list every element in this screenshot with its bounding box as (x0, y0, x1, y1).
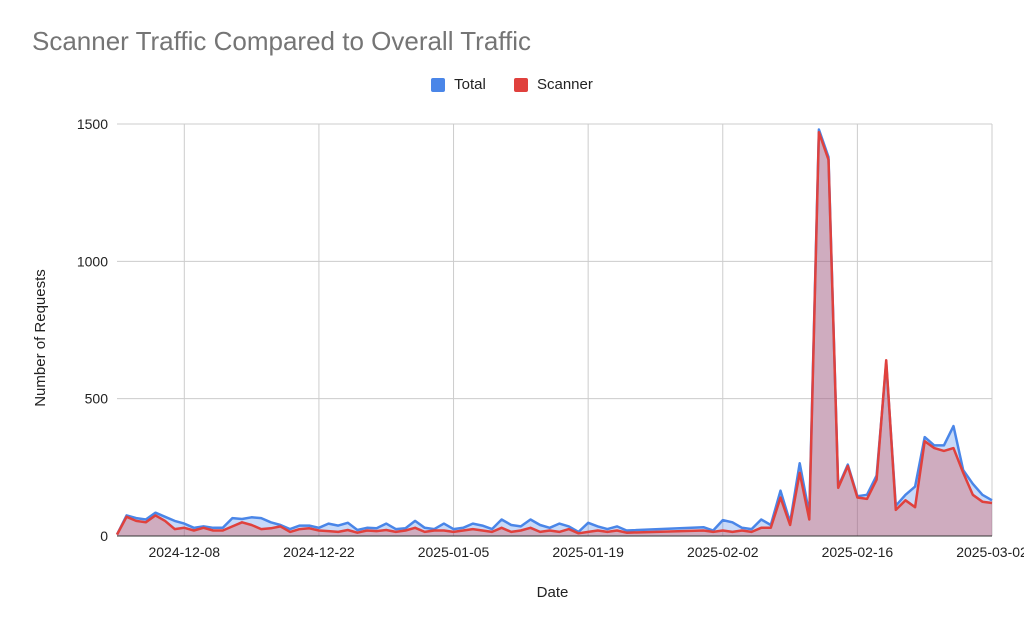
y-tick-label: 1500 (77, 116, 108, 132)
x-tick-label: 2025-02-02 (687, 544, 759, 560)
chart-title: Scanner Traffic Compared to Overall Traf… (32, 26, 532, 56)
y-tick-label: 1000 (77, 253, 108, 269)
series-line-total (115, 128, 993, 536)
legend-item-total[interactable]: Total (431, 76, 486, 93)
x-tick-label: 2025-02-16 (822, 544, 894, 560)
x-tick-label: 2024-12-08 (148, 544, 220, 560)
y-axis-title: Number of Requests (32, 269, 49, 407)
y-tick-label: 500 (85, 391, 109, 407)
y-tick-label: 0 (100, 528, 108, 544)
legend: Total Scanner (0, 76, 1024, 96)
legend-label-total: Total (454, 76, 486, 93)
legend-swatch-scanner (513, 77, 528, 92)
legend-label-scanner: Scanner (536, 76, 593, 93)
legend-item-scanner[interactable]: Scanner (513, 76, 593, 93)
series-line-scanner (115, 130, 993, 536)
series-area-scanner (117, 132, 992, 536)
x-tick-label: 2025-01-19 (552, 544, 624, 560)
legend-swatch-total (431, 77, 446, 92)
x-tick-label: 2025-01-05 (418, 544, 490, 560)
x-tick-label: 2024-12-22 (283, 544, 355, 560)
x-tick-label: 2025-03-02 (956, 544, 1024, 560)
series-area-total (117, 129, 992, 536)
x-axis-title: Date (537, 584, 569, 601)
